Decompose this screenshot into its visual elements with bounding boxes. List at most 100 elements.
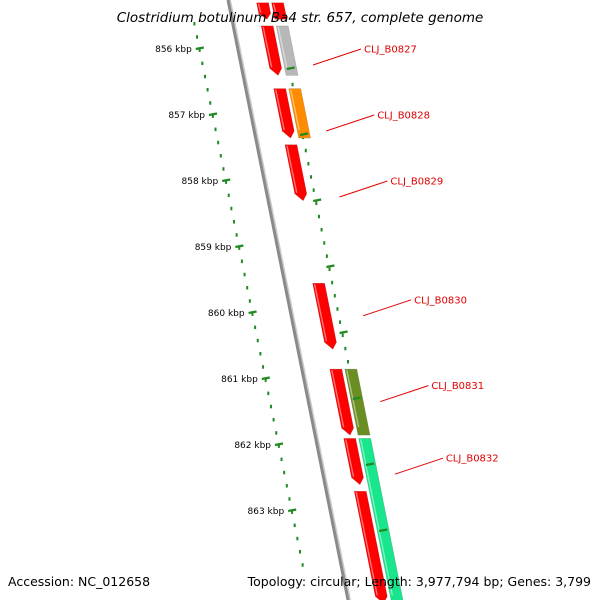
accession-text: Accession: NC_012658 — [8, 574, 150, 589]
minor-tick-inner — [196, 35, 199, 39]
kbp-tick-label: 863 kbp — [248, 507, 285, 517]
minor-tick-inner — [238, 246, 241, 250]
minor-tick-outer — [310, 175, 313, 179]
minor-tick-outer — [320, 228, 323, 232]
minor-tick-inner — [193, 22, 196, 26]
gene-leader-line — [339, 180, 388, 198]
feature-cds-red-highlight — [313, 284, 328, 342]
kbp-major-tick — [274, 442, 284, 447]
minor-tick-inner — [230, 206, 233, 211]
minor-tick-inner — [264, 378, 267, 382]
feature-cds-red — [256, 2, 272, 20]
kbp-major-tick-outer — [326, 264, 335, 269]
kbp-tick-label: 859 kbp — [195, 243, 232, 253]
feature-cds-red-highlight — [331, 369, 345, 428]
minor-tick-inner — [269, 404, 272, 409]
minor-tick-inner — [235, 233, 238, 237]
minor-tick-outer — [317, 214, 320, 219]
minor-tick-inner — [299, 550, 301, 554]
minor-tick-inner — [203, 74, 206, 79]
feature-gene-grey-highlight — [277, 26, 288, 68]
gene-leader-line — [394, 457, 443, 475]
gene-label: CLJ_B0832 — [446, 454, 499, 465]
minor-tick-inner — [198, 48, 201, 52]
kbp-tick-label: 860 kbp — [208, 309, 245, 319]
minor-tick-outer — [347, 360, 349, 364]
minor-tick-inner — [267, 391, 270, 396]
genome-summary-text: Topology: circular; Length: 3,977,794 bp… — [247, 574, 591, 589]
backbone-layer — [226, 0, 351, 600]
kbp-major-tick — [221, 178, 231, 183]
feature-cds-red-highlight — [355, 492, 378, 596]
kbp-major-tick — [235, 244, 244, 249]
backbone-shadow — [229, 0, 351, 600]
minor-tick-inner — [251, 312, 254, 316]
feature-gene-red-highlight — [272, 3, 277, 13]
gene-leader-line — [380, 385, 429, 403]
feature-cds-red-highlight — [286, 145, 298, 193]
minor-tick-inner — [243, 272, 246, 277]
minor-tick-inner — [201, 61, 204, 66]
minor-tick-inner — [211, 114, 214, 118]
minor-tick-inner — [293, 523, 296, 528]
feature-gene-aqua-highlight — [359, 439, 393, 596]
feature-cds-red-highlight — [262, 26, 273, 68]
gene-label: CLJ_B0827 — [364, 45, 417, 56]
minor-tick-outer — [325, 254, 328, 258]
gene-label: CLJ_B0828 — [377, 111, 430, 122]
feature-layer — [256, 2, 404, 600]
feature-gene-red — [271, 2, 288, 20]
kbp-major-tick-outer — [339, 330, 348, 335]
kbp-tick-label: 858 kbp — [182, 177, 219, 187]
minor-tick-inner — [283, 470, 286, 475]
minor-tick-inner — [277, 444, 280, 448]
kbp-tick-label: 857 kbp — [168, 111, 205, 121]
feature-cds-red-highlight — [257, 3, 262, 13]
kbp-tick-label: 862 kbp — [234, 441, 271, 451]
kbp-tick-layer: 856 kbp 857 kbp 858 kbp 859 kbp 860 kbp 861 k… — [155, 45, 388, 533]
kbp-tick-label: 856 kbp — [155, 45, 192, 55]
minor-tick-outer — [307, 162, 310, 166]
feature-gene-grey — [275, 25, 299, 76]
minor-tick-inner — [296, 536, 299, 541]
minor-tick-outer — [341, 333, 344, 338]
kbp-major-tick — [208, 112, 218, 117]
kbp-major-tick — [248, 310, 257, 315]
gene-label-layer: CLJ_B0827 CLJ_B0828 CLJ_B0829 CLJ_B0830 CLJ_… — [312, 45, 499, 475]
minor-tick-outer — [323, 241, 326, 245]
map-title: Clostridium botulinum Ba4 str. 657, comp… — [117, 10, 484, 26]
minor-tick-inner — [233, 220, 235, 224]
minor-tick-inner — [272, 418, 275, 422]
feature-cds-red — [312, 283, 337, 350]
minor-tick-inner — [209, 101, 212, 105]
feature-cds-red — [343, 438, 364, 486]
minor-tick-inner — [206, 88, 209, 92]
kbp-major-tick — [287, 508, 297, 513]
minor-tick-inner — [222, 167, 225, 171]
minor-tick-outer — [344, 346, 347, 351]
feature-cds-red — [260, 25, 282, 76]
feature-gene-aqua — [358, 438, 404, 600]
kbp-major-tick-outer — [365, 462, 375, 467]
minor-tick-outer — [312, 188, 315, 192]
minor-tick-inner — [259, 352, 262, 356]
kbp-major-tick — [261, 376, 271, 381]
kbp-major-tick-outer — [352, 396, 362, 401]
minor-tick-inner — [214, 127, 217, 132]
minor-tick-outer — [333, 294, 336, 298]
gene-label: CLJ_B0830 — [414, 295, 467, 306]
feature-gene-olive-highlight — [346, 369, 360, 428]
feature-cds-red-highlight — [344, 439, 355, 477]
minor-tick-inner — [280, 457, 283, 462]
minor-tick-inner — [248, 299, 251, 303]
feature-cds-red — [273, 88, 295, 139]
kbp-major-tick-outer — [378, 528, 388, 533]
minor-tick-inner — [219, 154, 222, 158]
minor-tick-inner — [301, 563, 304, 567]
minor-tick-inner — [225, 180, 228, 184]
feature-gene-orange-highlight — [290, 89, 300, 131]
kbp-major-tick-outer — [312, 198, 322, 203]
kbp-major-tick-outer — [299, 132, 309, 137]
gene-leader-line — [312, 48, 362, 66]
